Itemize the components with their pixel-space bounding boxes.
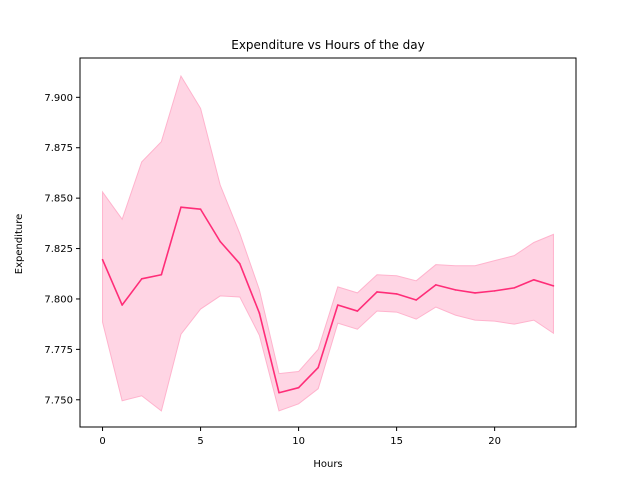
- data-point: [297, 386, 300, 389]
- plot-area: [101, 74, 555, 412]
- data-point: [376, 291, 378, 293]
- confidence-band-0: [102, 74, 554, 412]
- x-tick-label: 0: [99, 436, 105, 447]
- data-point: [474, 292, 476, 294]
- data-point: [395, 293, 398, 295]
- series-line-0: [101, 206, 554, 394]
- x-tick-label: 15: [390, 436, 403, 447]
- data-point: [219, 240, 221, 243]
- y-tick-label: 7.825: [44, 244, 73, 255]
- x-tick-label: 5: [197, 436, 203, 447]
- data-point: [552, 285, 555, 287]
- y-tick-label: 7.875: [44, 143, 73, 154]
- data-point: [278, 391, 280, 394]
- data-point: [317, 366, 320, 369]
- data-point: [435, 284, 437, 286]
- y-tick-label: 7.800: [44, 294, 73, 305]
- data-point: [415, 299, 418, 301]
- x-tick-label: 20: [488, 436, 501, 447]
- y-tick-label: 7.900: [44, 93, 73, 104]
- x-axis-title: Hours: [313, 459, 342, 470]
- data-point: [238, 262, 241, 265]
- chart-title: Expenditure vs Hours of the day: [231, 38, 425, 52]
- data-point: [356, 310, 359, 312]
- data-point: [121, 304, 123, 306]
- data-point: [513, 287, 516, 289]
- y-axis-title: Expenditure: [14, 214, 25, 275]
- data-point: [337, 304, 339, 306]
- y-tick-label: 7.775: [44, 345, 73, 356]
- data-point: [101, 258, 104, 261]
- plot-frame: [79, 57, 577, 428]
- data-point: [140, 278, 143, 280]
- data-point: [180, 206, 182, 209]
- y-tick-label: 7.850: [44, 194, 73, 205]
- x-tick-label: 10: [292, 436, 305, 447]
- data-point: [493, 290, 496, 292]
- data-point: [199, 208, 202, 211]
- data-point: [533, 279, 535, 281]
- y-tick-label: 7.750: [44, 395, 73, 406]
- data-point: [454, 289, 457, 291]
- axes: 0 5 10 15 20 7.750 7.775 7.800 7.825 7.850 7.875 7.…: [44, 57, 577, 447]
- data-point: [258, 312, 261, 314]
- data-point: [160, 273, 163, 276]
